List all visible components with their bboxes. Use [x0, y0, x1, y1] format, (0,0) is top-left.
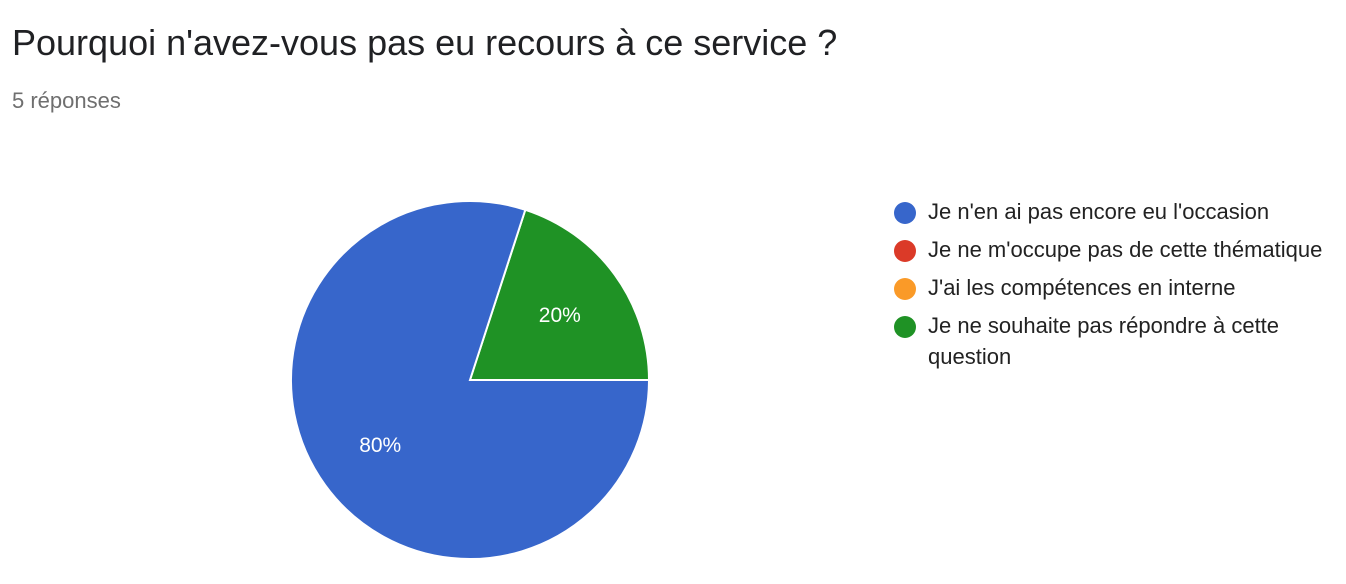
- legend-item-2: Je ne m'occupe pas de cette thématique: [893, 234, 1333, 265]
- chart-title: Pourquoi n'avez-vous pas eu recours à ce…: [12, 22, 838, 63]
- legend-item-4: Je ne souhaite pas répondre à cette ques…: [893, 310, 1333, 372]
- legend-label: J'ai les compétences en interne: [928, 275, 1236, 300]
- legend-item-1: Je n'en ai pas encore eu l'occasion: [893, 196, 1333, 227]
- legend-label: Je n'en ai pas encore eu l'occasion: [928, 199, 1270, 224]
- slice-label-1: 80%: [359, 434, 401, 457]
- legend-swatch-icon: [894, 278, 916, 300]
- legend-item-3: J'ai les compétences en interne: [893, 272, 1333, 303]
- pie-slice-4: [468, 208, 651, 381]
- pie-chart: 20% 80%: [290, 200, 651, 560]
- legend-swatch-icon: [894, 316, 916, 338]
- legend-label: Je ne souhaite pas répondre à cette ques…: [928, 313, 1280, 369]
- pie-slice-1: [290, 200, 651, 560]
- legend-label: Je ne m'occupe pas de cette thématique: [928, 237, 1323, 262]
- chart-legend: Je n'en ai pas encore eu l'occasion Je ne…: [893, 196, 1333, 379]
- legend-swatch-icon: [894, 202, 916, 224]
- slice-label-4: 20%: [539, 304, 581, 327]
- legend-swatch-icon: [894, 240, 916, 262]
- response-count: 5 réponses: [12, 88, 121, 113]
